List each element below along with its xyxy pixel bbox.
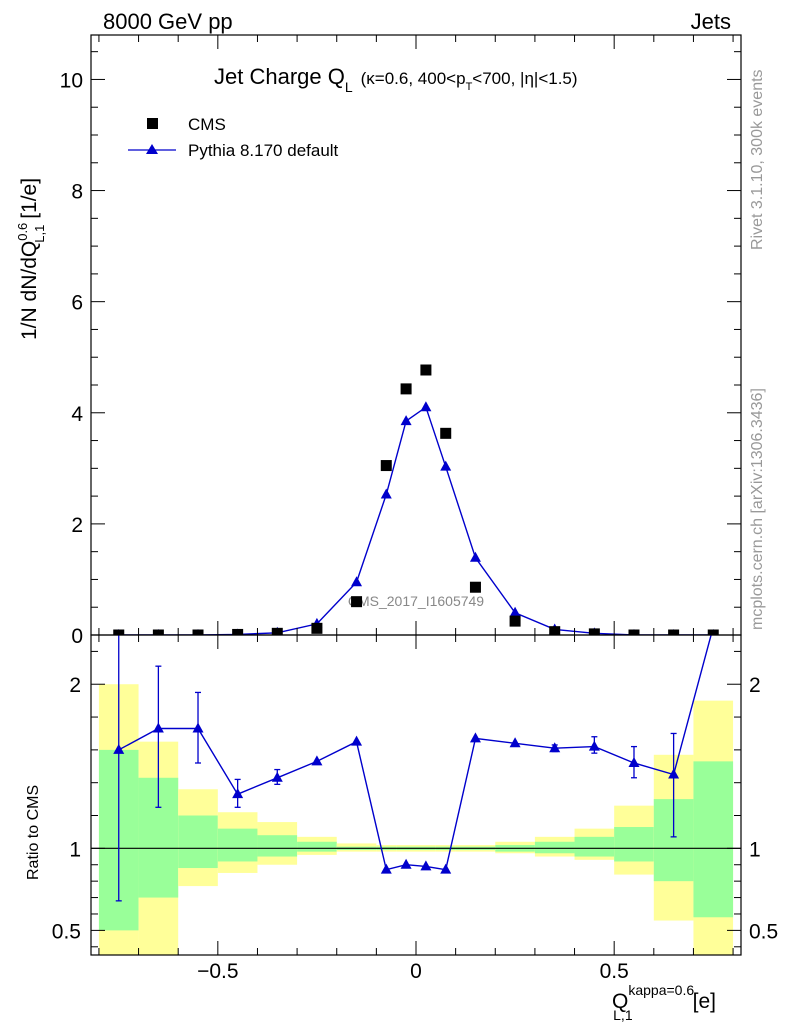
rivet-label: Rivet 3.1.10, 300k events — [749, 69, 766, 250]
x-tick-label: 0.5 — [600, 960, 629, 983]
ratio-point — [232, 788, 244, 799]
legend-pythia-label: Pythia 8.170 default — [188, 141, 339, 160]
legend-cms-marker — [147, 118, 158, 129]
band-inner — [297, 841, 337, 852]
header-category-label: Jets — [691, 9, 731, 34]
cms-point — [420, 364, 432, 376]
ratio-point — [152, 722, 164, 733]
bottom-y-tick-label: 0.5 — [52, 920, 81, 943]
cms-point — [469, 581, 481, 593]
ratio-point — [400, 858, 412, 869]
bottom-y-tick-label-right: 0.5 — [749, 920, 778, 943]
top-y-tick-label: 6 — [71, 292, 83, 315]
cms-point — [400, 383, 412, 395]
x-tick-label: 0 — [410, 960, 422, 983]
bottom-y-tick-label: 2 — [69, 674, 81, 697]
ratio-point — [113, 743, 125, 754]
cms-point — [440, 427, 452, 439]
cms-point — [351, 596, 363, 608]
bottom-y-tick-label-right: 2 — [749, 674, 761, 697]
ratio-point — [440, 863, 452, 874]
cms-point — [549, 626, 561, 635]
top-y-tick-label: 8 — [71, 181, 83, 204]
band-inner — [217, 828, 258, 862]
ratio-point — [271, 771, 283, 782]
bottom-panel-frame — [90, 634, 742, 956]
ratio-point — [588, 740, 600, 751]
ratio-point — [509, 737, 521, 748]
band-inner — [574, 836, 615, 857]
cms-point — [232, 628, 244, 635]
cms-point — [152, 629, 164, 635]
pythia-point — [469, 551, 481, 562]
legend: CMS Pythia 8.170 default — [128, 115, 339, 160]
ratio-point — [311, 755, 323, 766]
ratio-point — [628, 757, 640, 767]
cms-point — [588, 628, 600, 635]
top-y-axis-label: 1/N dN/dQ0.6 L,1 [1/e] — [15, 178, 47, 340]
chart-title: Jet Charge QL (κ=0.6, 400<pT<700, |η|<1.5… — [214, 64, 578, 95]
bottom-y-tick-label-right: 1 — [749, 838, 761, 861]
ratio-point — [549, 742, 561, 753]
cms-point — [707, 629, 719, 635]
bottom-y-axis-label: Ratio to CMS — [25, 785, 42, 880]
top-y-tick-label: 2 — [71, 514, 83, 537]
top-y-tick-label: 4 — [71, 403, 83, 426]
cms-point — [668, 629, 680, 635]
cms-point — [311, 622, 323, 634]
top-y-tick-label: 0 — [71, 625, 83, 648]
band-inner — [534, 841, 575, 854]
header-energy-label: 8000 GeV pp — [103, 9, 233, 34]
cms-point — [113, 629, 125, 635]
x-tick-label: −0.5 — [197, 960, 238, 983]
pythia-point — [380, 488, 392, 499]
cms-point — [271, 627, 283, 635]
legend-pythia-marker — [146, 144, 158, 154]
ratio-point — [351, 735, 363, 746]
ratio-point — [469, 732, 481, 743]
pythia-point — [351, 576, 363, 587]
pythia-point — [400, 415, 412, 426]
cms-point — [192, 629, 204, 635]
ratio-point — [380, 863, 392, 874]
band-inner — [257, 835, 298, 857]
cms-point — [380, 460, 392, 472]
ratio-point — [668, 768, 680, 779]
pythia-point — [420, 401, 432, 412]
ratio-point — [420, 860, 432, 871]
watermark: CMS_2017_I1605749 — [348, 593, 484, 609]
pythia-point — [440, 460, 452, 471]
bottom-y-tick-label: 1 — [69, 838, 81, 861]
band-inner — [178, 815, 218, 869]
legend-cms-label: CMS — [188, 115, 226, 134]
x-axis-label: Qkappa=0.6 L,1[e] — [612, 982, 716, 1023]
ratio-point — [192, 722, 204, 733]
cms-point — [628, 629, 640, 635]
ratio-line — [118, 635, 712, 871]
mcplots-label: mcplots.cern.ch [arXiv:1306.3436] — [749, 388, 766, 630]
band-inner — [614, 827, 654, 862]
cms-point — [509, 615, 521, 627]
band-inner — [693, 761, 734, 918]
pythia-point — [509, 606, 521, 617]
top-y-tick-label: 10 — [60, 69, 83, 92]
